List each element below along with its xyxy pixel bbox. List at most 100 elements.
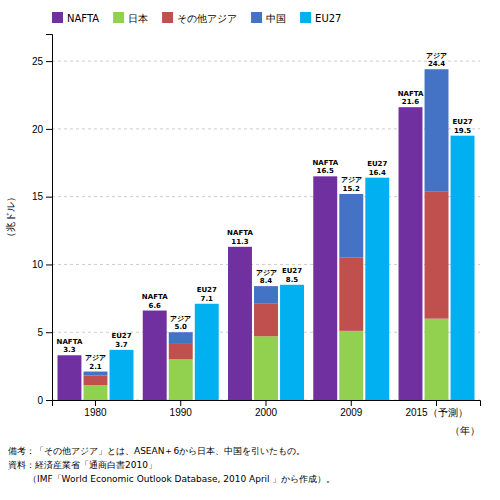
bar [169,359,193,400]
bar [254,304,278,337]
bar [339,258,363,331]
bar [143,311,167,400]
bar-series [110,136,475,400]
data-label-value: 11.3 [231,238,248,246]
data-label-value: 16.5 [317,167,334,175]
bar [339,194,363,258]
note: 備考：「その他アジア」とは、ASEAN＋6から日本、中国を引いたもの。 [8,446,305,456]
y-axis-title: （兆ドル） [5,192,16,242]
x-tick-label: 2009 [340,407,363,418]
data-label-value: 19.5 [454,127,471,135]
x-tick: 2015（予測） [405,400,467,418]
data-label-group: アジア [341,176,362,184]
y-tick: 20 [32,124,52,135]
y-tick-label: 0 [37,395,43,406]
bar [169,332,193,343]
legend-label: EU27 [315,13,341,24]
bar [57,355,81,400]
legend-swatch [113,12,124,23]
data-label-value: 15.2 [343,185,360,193]
x-tick-mark [266,400,267,406]
x-tick: 1990 [170,400,193,418]
data-label-value: 8.5 [286,276,299,284]
legend-item: 日本 [113,12,148,24]
legend-item: その他アジア [162,12,237,24]
legend-swatch [52,12,63,23]
bar [84,385,108,400]
x-tick-mark [180,400,181,406]
x-tick-label: 2000 [255,407,278,418]
legend-label: 日本 [128,13,148,24]
legend-swatch [162,12,173,23]
data-label-group: EU27 [111,332,131,340]
notes: 備考：「その他アジア」とは、ASEAN＋6から日本、中国を引いたもの。資料：経済… [8,446,335,484]
y-tick-mark [46,197,52,198]
bar [169,343,193,359]
data-label-value: 8.4 [260,277,273,285]
data-label-value: 16.4 [369,169,386,177]
x-tick-label: 1990 [170,407,193,418]
data-label-group: EU27 [452,118,472,126]
bar [365,178,389,400]
y-tick-mark [46,400,52,401]
x-tick-mark [95,400,96,406]
x-tick: 2009 [340,400,363,418]
data-label-group: EU27 [367,160,387,168]
bars [57,69,474,400]
y-tick-label: 5 [37,327,43,338]
legend-label: 中国 [266,13,286,24]
bar-series [57,107,422,400]
x-tick-label: 2015（予測） [405,407,467,418]
bar-series [84,69,449,375]
y-tick-mark [46,264,52,265]
y-tick: 0 [37,395,52,406]
bar [84,376,108,385]
bar [425,191,449,318]
y-tick-label: 25 [32,56,44,67]
data-label-value: 3.3 [63,346,76,354]
bar [313,176,337,400]
bar-series [84,191,449,385]
data-label-group: NAFTA [227,229,253,237]
grid-line [52,61,480,62]
bar [425,319,449,400]
legend-item: EU27 [300,12,341,24]
x-tick-label: 1980 [84,407,107,418]
data-label-value: 2.1 [89,363,102,371]
data-label-group: NAFTA [142,293,168,301]
data-label-value: 3.7 [115,341,128,349]
data-label-group: NAFTA [312,159,338,167]
y-tick-mark [46,332,52,333]
legend-item: NAFTA [52,12,99,24]
x-tick-mark [351,400,352,406]
grid [52,61,480,400]
y-axis-line [46,35,53,401]
legend: NAFTA 日本 その他アジア 中国 EU27 [52,12,341,24]
data-label-value: 24.4 [428,60,445,68]
legend-swatch [300,12,311,23]
data-label-group: アジア [85,354,106,362]
legend-item: 中国 [251,12,286,24]
x-tick-mark [436,400,437,406]
y-tick: 10 [32,259,52,270]
data-label-group: EU27 [282,267,302,275]
data-label-group: アジア [426,52,447,60]
data-label-value: 21.6 [402,98,419,106]
legend-swatch [251,12,262,23]
data-labels: 3.3NAFTA6.6NAFTA11.3NAFTA16.5NAFTA21.6NA… [57,52,473,371]
y-axis: 0510152025 [32,35,53,406]
chart: 051015202519801990200020092015（予測）3.3NAF… [0,0,500,500]
data-label-value: 5.0 [175,323,188,331]
y-tick: 5 [37,327,52,338]
bar [110,350,134,400]
x-axis: 1980 1990 2000 2009 2015（予測） [53,400,481,418]
data-label-value: 7.1 [201,295,214,303]
bar [195,304,219,400]
y-tick-label: 10 [32,259,44,270]
legend-label: その他アジア [177,13,237,24]
bar [339,331,363,400]
bar [399,107,423,400]
x-tick: 2000 [255,400,278,418]
data-label-group: EU27 [197,286,217,294]
x-axis-line [53,401,481,407]
